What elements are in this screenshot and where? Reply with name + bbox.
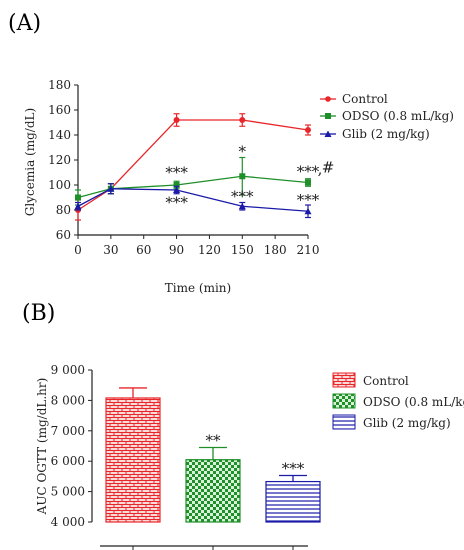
panel-b-legend-swatch xyxy=(332,414,356,430)
panel-b-legend-swatch xyxy=(332,393,356,409)
panel-a-x-tick-label: 180 xyxy=(264,243,287,257)
panel-a-x-axis-title: Time (min) xyxy=(165,281,231,295)
panel-b-bar xyxy=(185,459,241,523)
panel-a-significance-mark: *** xyxy=(165,194,188,212)
panel-b-y-tick-label: 5 000 xyxy=(51,485,85,499)
panel-b-legend-label: ODSO (0.8 mL/kg) xyxy=(363,395,464,409)
panel-a-data-point xyxy=(239,117,246,123)
panel-a-significance-mark: *** xyxy=(297,162,320,180)
panel-a-x-tick-label: 150 xyxy=(231,243,254,257)
panel-b-y-tick-label: 7 000 xyxy=(51,424,85,438)
panel-a-data-point xyxy=(305,127,311,133)
panel-a-x-tick-label: 210 xyxy=(297,243,320,257)
panel-b-label: (B) xyxy=(22,301,55,326)
panel-b-bar xyxy=(265,480,321,523)
panel-a-y-axis-title: Glycemia (mg/dL) xyxy=(23,108,37,216)
panel-a-x-tick-label: 0 xyxy=(74,243,82,257)
panel-a-data-point xyxy=(238,202,246,210)
panel-a-significance-mark: *** xyxy=(297,191,320,209)
panel-b-legend-swatch xyxy=(332,372,356,388)
panel-b-y-tick-label: 6 000 xyxy=(51,454,85,468)
panel-b-legend-label: Control xyxy=(363,374,409,388)
panel-a-significance-mark: *** xyxy=(165,164,188,182)
panel-b-y-tick-label: 4 000 xyxy=(51,515,85,529)
panel-b-significance-mark: ** xyxy=(206,432,222,450)
panel-a-y-tick-label: 180 xyxy=(48,78,71,92)
panel-a-significance-mark: , xyxy=(318,160,323,178)
panel-b-y-axis-title: AUC OGTT (mg/dL.hr) xyxy=(35,378,49,516)
panel-a-data-point xyxy=(239,173,246,180)
panel-a-legend-label: Control xyxy=(342,92,388,106)
panel-a-y-tick-label: 60 xyxy=(56,228,71,242)
panel-a-y-tick-label: 140 xyxy=(48,128,71,142)
panel-a-x-tick-label: 120 xyxy=(198,243,221,257)
panel-a-y-tick-label: 80 xyxy=(56,203,71,217)
panel-a-series-line xyxy=(77,119,309,211)
panel-a-data-point xyxy=(74,202,82,210)
panel-b-legend-label: Glib (2 mg/kg) xyxy=(363,416,451,430)
panel-b-bar xyxy=(105,397,161,523)
panel-b-y-tick-label: 9 000 xyxy=(51,363,85,377)
panel-a-data-point xyxy=(75,194,81,201)
panel-a-significance-mark: *** xyxy=(231,187,254,205)
panel-a-significance-mark: * xyxy=(239,142,247,160)
panel-a-legend-label: Glib (2 mg/kg) xyxy=(342,127,430,141)
panel-a-data-point xyxy=(304,207,312,215)
panel-a-x-tick-label: 60 xyxy=(136,243,151,257)
panel-a-label: (A) xyxy=(8,11,41,36)
panel-a-data-point xyxy=(173,182,180,188)
panel-b-y-tick-label: 8 000 xyxy=(51,393,85,407)
panel-a-x-tick-label: 30 xyxy=(103,243,118,257)
panel-a-legend-marker xyxy=(325,96,331,102)
panel-a-data-point xyxy=(173,117,180,123)
panel-a-y-tick-label: 100 xyxy=(48,178,71,192)
panel-a-legend-marker xyxy=(325,113,331,119)
panel-b-significance-mark: *** xyxy=(282,459,305,477)
panel-a-data-point xyxy=(305,179,311,186)
panel-a-x-tick-label: 90 xyxy=(169,243,184,257)
panel-a-series-line xyxy=(77,188,309,212)
panel-a-y-tick-label: 160 xyxy=(48,103,71,117)
panel-a-y-tick-label: 120 xyxy=(48,153,71,167)
panel-a-data-point xyxy=(107,185,115,192)
panel-a-significance-mark: # xyxy=(322,159,335,177)
panel-a-legend-label: ODSO (0.8 mL/kg) xyxy=(342,109,454,123)
panel-a-legend-marker xyxy=(324,130,332,137)
panel-a-data-point xyxy=(173,186,181,193)
